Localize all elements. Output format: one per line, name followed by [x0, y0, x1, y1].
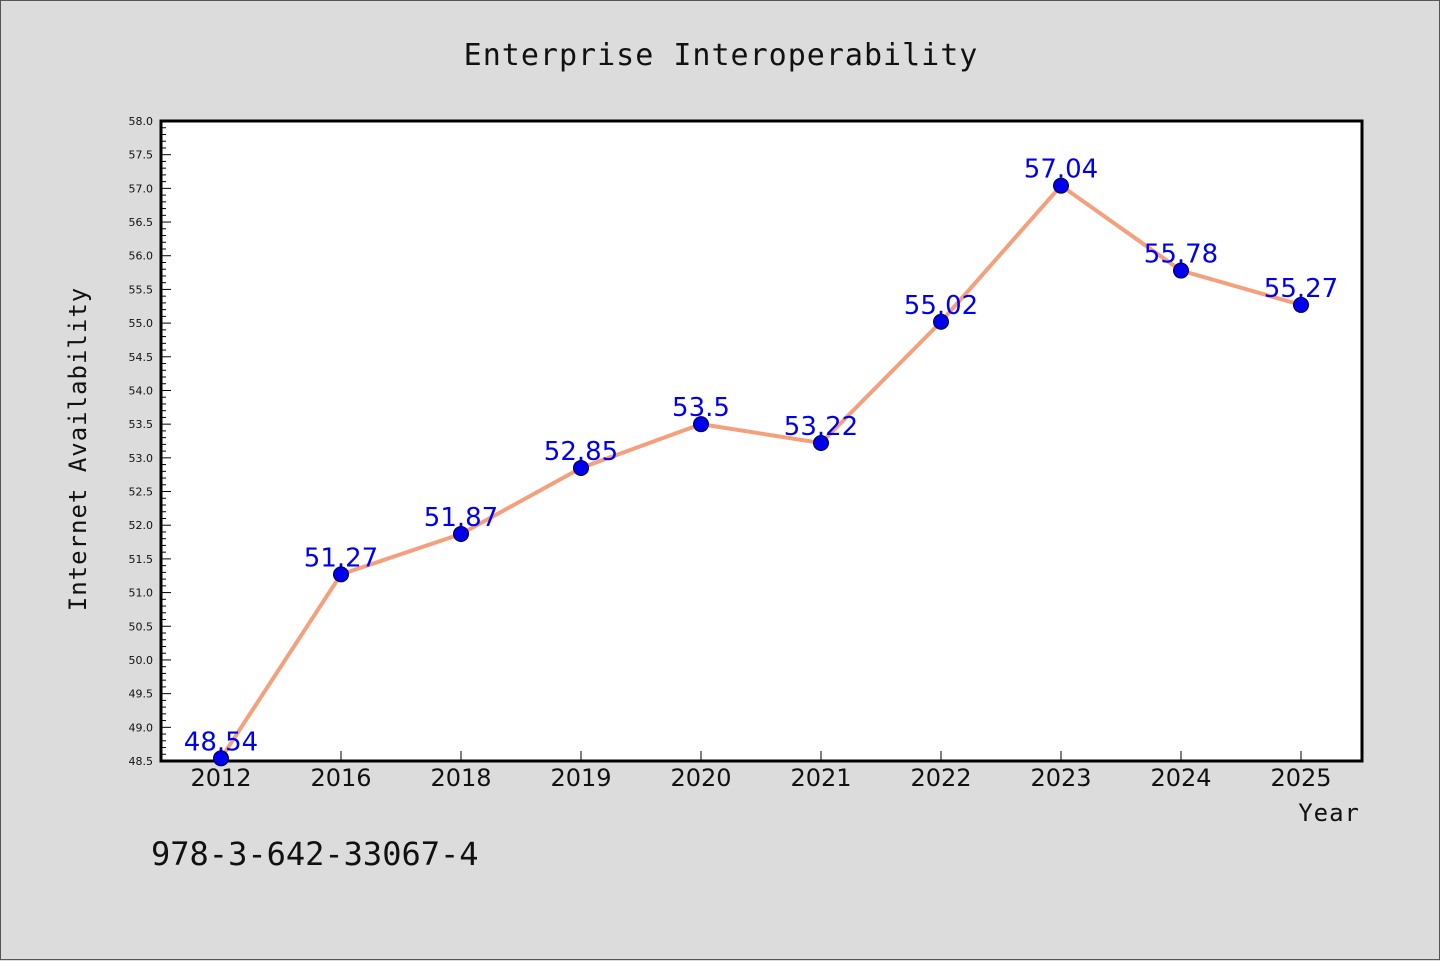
- y-tick-label: 50.5: [129, 620, 154, 633]
- y-tick-label: 49.0: [129, 721, 154, 734]
- data-point-marker: [693, 416, 709, 433]
- x-tick-label: 2022: [910, 764, 971, 792]
- data-label: 48.54: [184, 727, 258, 757]
- data-point-marker: [213, 750, 229, 767]
- data-point-marker: [1293, 296, 1309, 313]
- y-axis: 48.5 49.0 49.5 50.0 50.5 51.0 51.5 52.0 52.5 53.0…: [129, 115, 171, 768]
- y-tick-label: 55.5: [129, 283, 154, 296]
- x-tick-label: 2025: [1270, 764, 1331, 792]
- y-axis-label: Internet Availability: [64, 287, 92, 611]
- y-tick-label: 53.5: [129, 418, 154, 431]
- x-tick-label: 2021: [790, 764, 851, 792]
- y-tick-label: 48.5: [129, 755, 154, 768]
- data-point-marker: [573, 459, 589, 476]
- y-tick-label: 58.0: [129, 115, 154, 128]
- data-point-marker: [933, 313, 949, 330]
- y-tick-label: 51.5: [129, 553, 154, 566]
- y-tick-label: 56.5: [129, 216, 154, 229]
- isbn-footer: 978-3-642-33067-4: [151, 835, 479, 873]
- y-tick-label: 54.5: [129, 351, 154, 364]
- y-tick-label: 54.0: [129, 384, 154, 397]
- y-tick-label: 53.0: [129, 452, 154, 465]
- data-label: 55.02: [904, 291, 978, 321]
- y-tick-label: 50.0: [129, 654, 154, 667]
- series-line: [219, 183, 1302, 760]
- data-label: 53.5: [672, 393, 730, 423]
- y-tick-label: 52.0: [129, 519, 154, 532]
- x-tick-label: 2016: [310, 764, 371, 792]
- data-label: 51.27: [304, 543, 378, 573]
- data-label: 57.04: [1024, 155, 1098, 185]
- y-tick-label: 56.0: [129, 250, 154, 263]
- x-tick-label: 2012: [190, 764, 251, 792]
- x-tick-label: 2018: [430, 764, 491, 792]
- series-line-group: [213, 177, 1309, 767]
- data-point-marker: [453, 525, 469, 542]
- data-label: 55.78: [1144, 240, 1218, 270]
- x-tick-label: 2019: [550, 764, 611, 792]
- y-tick-label: 57.0: [129, 182, 154, 195]
- data-point-marker: [333, 566, 349, 583]
- x-axis: 2012 2016 2018 2019 2020 2021 2022 2023 2024 2025: [190, 751, 1332, 792]
- x-tick-label: 2020: [670, 764, 731, 792]
- chart-title: Enterprise Interoperability: [464, 38, 979, 73]
- data-labels-group: 48.54 51.27 51.87 52.85 53.5 53.22 55.02 57.04 5…: [184, 155, 1338, 758]
- data-point-marker: [1053, 177, 1069, 194]
- data-label: 51.87: [424, 503, 498, 533]
- data-label: 52.85: [544, 437, 618, 467]
- x-tick-label: 2023: [1030, 764, 1091, 792]
- y-tick-label: 57.5: [129, 149, 154, 162]
- y-tick-label: 49.5: [129, 688, 154, 701]
- data-point-marker: [813, 435, 829, 452]
- y-tick-label: 51.0: [129, 587, 154, 600]
- data-label: 53.22: [784, 412, 858, 442]
- y-tick-label: 52.5: [129, 486, 154, 499]
- data-point-marker: [1173, 262, 1189, 279]
- x-axis-label: Year: [1298, 799, 1360, 827]
- y-tick-label: 55.0: [129, 317, 154, 330]
- plot-area: [159, 119, 1364, 763]
- x-tick-label: 2024: [1150, 764, 1211, 792]
- data-label: 55.27: [1264, 274, 1338, 304]
